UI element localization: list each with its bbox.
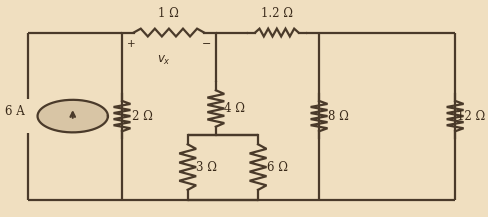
- Polygon shape: [38, 100, 108, 132]
- Text: 8 Ω: 8 Ω: [327, 110, 348, 123]
- Text: $v_x$: $v_x$: [157, 54, 171, 67]
- Text: 2 Ω: 2 Ω: [132, 110, 153, 123]
- Text: 6 A: 6 A: [5, 105, 24, 118]
- Text: 12 Ω: 12 Ω: [457, 110, 486, 123]
- Text: 4 Ω: 4 Ω: [224, 102, 245, 115]
- Text: 1.2 Ω: 1.2 Ω: [261, 7, 293, 20]
- Text: +: +: [127, 39, 136, 49]
- Text: 6 Ω: 6 Ω: [266, 161, 287, 174]
- Text: −: −: [202, 39, 211, 49]
- Text: 3 Ω: 3 Ω: [196, 161, 217, 174]
- Text: 1 Ω: 1 Ω: [159, 7, 180, 20]
